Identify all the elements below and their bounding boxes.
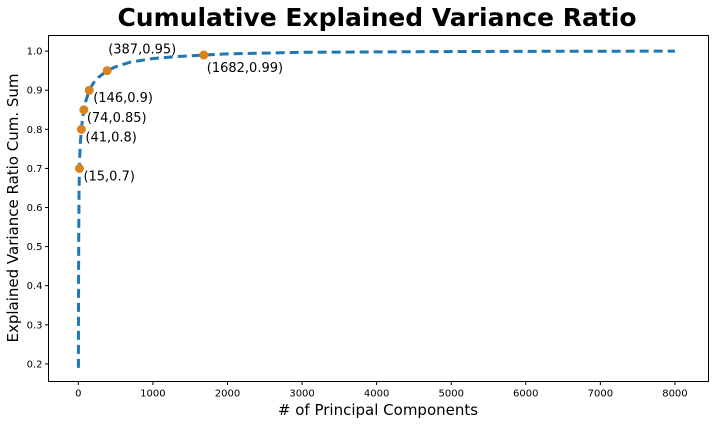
marker-annotation: (146,0.9) (93, 91, 153, 106)
data-marker (79, 105, 89, 115)
y-tick-label: 0.3 (27, 320, 43, 331)
marker-annotation: (74,0.85) (87, 111, 147, 126)
marker-annotation: (1682,0.99) (207, 61, 283, 76)
y-tick-label: 0.7 (27, 164, 43, 175)
x-axis-label: # of Principal Components (278, 401, 478, 419)
x-tick-label: 2000 (215, 389, 240, 400)
x-tick-label: 8000 (662, 389, 687, 400)
x-axis: 0 1000 2000 3000 4000 5000 6000 7000 8000 (75, 381, 688, 400)
y-tick-label: 0.5 (27, 242, 43, 253)
x-tick-label: 4000 (364, 389, 389, 400)
plot-frame (48, 35, 709, 382)
y-tick-label: 0.4 (27, 281, 43, 292)
y-axis-label: Explained Variance Ratio Cum. Sum (4, 73, 22, 342)
x-tick-label: 5000 (438, 389, 463, 400)
y-tick-label: 0.8 (27, 125, 43, 136)
chart-title: Cumulative Explained Variance Ratio (117, 3, 636, 32)
cumulative-variance-line (76, 49, 675, 368)
x-tick-label: 0 (75, 389, 81, 400)
x-tick-label: 3000 (289, 389, 314, 400)
y-tick-label: 0.9 (27, 86, 43, 97)
y-tick-label: 0.2 (27, 359, 43, 370)
data-marker (76, 124, 86, 134)
annotations: (15,0.7) (41,0.8) (74,0.85) (146,0.9) (387,0… (83, 43, 283, 185)
data-marker (102, 66, 112, 76)
marker-annotation: (15,0.7) (83, 169, 135, 184)
x-tick-label: 6000 (513, 389, 538, 400)
markers (74, 50, 209, 173)
x-tick-label: 7000 (588, 389, 613, 400)
marker-annotation: (387,0.95) (108, 43, 176, 58)
data-marker (74, 163, 84, 173)
y-tick-label: 0.6 (27, 203, 43, 214)
data-marker (84, 85, 94, 95)
x-tick-label: 1000 (140, 389, 165, 400)
marker-annotation: (41,0.8) (85, 130, 137, 145)
y-tick-label: 1.0 (27, 47, 43, 58)
data-marker (199, 50, 209, 60)
y-axis: 0.2 0.3 0.4 0.5 0.6 0.7 0.8 0.9 1.0 (27, 47, 49, 370)
